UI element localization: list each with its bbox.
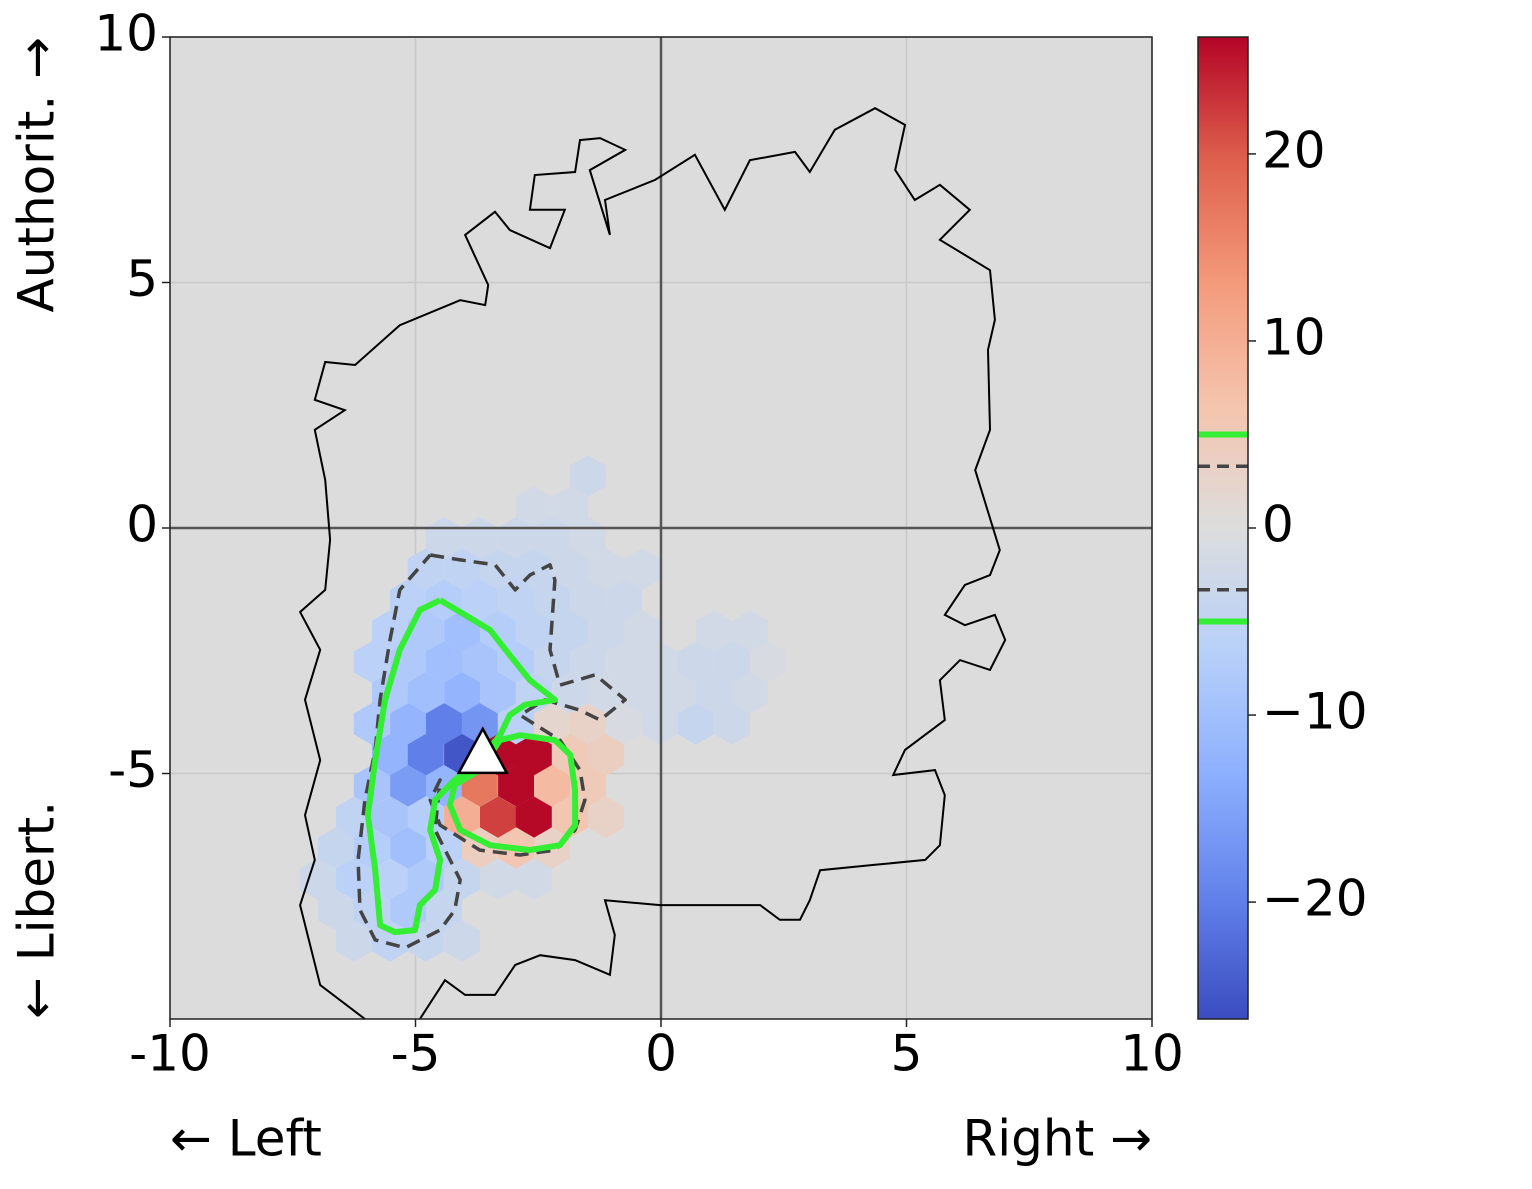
x-label-right: Right → (963, 1110, 1152, 1168)
hexbin-cell (372, 734, 408, 776)
hexbin-cell (660, 672, 697, 714)
hexbin-cell (353, 641, 390, 683)
x-tick-label: -5 (391, 1025, 441, 1083)
hexbin-cell (461, 703, 498, 745)
hexbin-cell (569, 641, 606, 683)
hexbin-cell (731, 610, 768, 652)
colorbar-tick-label: −20 (1262, 870, 1368, 928)
hexbin-cell (569, 703, 606, 745)
hexbin-cell (390, 827, 427, 869)
hexbin-cell (677, 641, 714, 683)
y-tick-label: 10 (94, 5, 158, 63)
hexbin-cell (498, 579, 535, 621)
colorbar (1198, 37, 1248, 1019)
hexbin-cell (588, 672, 624, 714)
hexbin-cell (515, 734, 552, 776)
hexbin-cell (623, 610, 660, 652)
hexbin-cell (480, 672, 516, 714)
hexbin-cell (390, 703, 427, 745)
hexbin-cell (569, 765, 606, 807)
hexbin-cell (390, 765, 427, 807)
colorbar-tick-label: −10 (1262, 683, 1368, 741)
hexbin-cell (426, 641, 462, 683)
hexbin-cell (480, 610, 516, 652)
x-tick-label: 5 (891, 1025, 923, 1083)
hexbin-cell (461, 641, 498, 683)
y-tick-label: 5 (126, 250, 158, 308)
hexbin-cell (588, 796, 624, 838)
hexbin-cell (299, 858, 336, 900)
hexbin-cell (731, 672, 768, 714)
hexbin-cell (317, 827, 354, 869)
colorbar-tick-label: 10 (1262, 308, 1326, 366)
hexbin-cell (407, 734, 444, 776)
hexbin-cell (515, 610, 552, 652)
hexbin-cell (552, 610, 589, 652)
hexbin-cell (336, 858, 373, 900)
y-label-top: Authorit. → (8, 37, 66, 313)
hexbin-cell (534, 765, 570, 807)
marker (456, 726, 509, 775)
x-tick-label: 0 (645, 1025, 677, 1083)
hexbin-cell (552, 486, 589, 528)
hexbin-cell (444, 672, 481, 714)
hexbin-cell (569, 455, 606, 497)
hexbin-cell (336, 920, 373, 962)
hexbin-cell (552, 672, 589, 714)
hexbin-cell (515, 796, 552, 838)
hexbin-cell (696, 672, 732, 714)
hexbin-cell (588, 548, 624, 590)
colorbar-tick-label: 20 (1262, 121, 1326, 179)
hexbin-cell (407, 548, 444, 590)
hexbin-cell (317, 889, 354, 931)
hexbin-cell (426, 703, 462, 745)
hexbin-cell (552, 796, 589, 838)
hexbin-cell (588, 734, 624, 776)
hexbin-cell (677, 703, 714, 745)
y-label-bottom: ← Libert. (8, 801, 66, 1019)
hexbin-cell (407, 672, 444, 714)
hexbin-cell (480, 858, 516, 900)
hexbin-cell (569, 579, 606, 621)
plot-layer (170, 37, 1152, 1019)
hexbin-cell (606, 579, 643, 621)
hexbin-cell (480, 796, 516, 838)
hexbin-cell (426, 889, 462, 931)
hexbin-cell (750, 641, 787, 683)
y-tick-label: 0 (126, 496, 158, 554)
hexbin-cell (623, 548, 660, 590)
hexbin-cell (534, 641, 570, 683)
hexbin-cell (714, 703, 751, 745)
hexbin-cell (461, 579, 498, 621)
colorbar-tick-label: 0 (1262, 496, 1294, 554)
contour (446, 732, 579, 854)
hexbin-cell (623, 672, 660, 714)
hexbin-cell (515, 486, 552, 528)
hexbin-cell (588, 610, 624, 652)
outline (298, 107, 1007, 1019)
contour (364, 597, 558, 936)
hexbin-cell (515, 858, 552, 900)
hexbin-cell (444, 858, 481, 900)
hexbin-cell (444, 920, 481, 962)
hexbin-cell (696, 610, 732, 652)
hexbin-cell (552, 548, 589, 590)
x-tick-label: -10 (129, 1025, 211, 1083)
hexbin-cell (606, 641, 643, 683)
hexbin-cell (372, 796, 408, 838)
hexbin-cell (534, 703, 570, 745)
hexbin-cell (606, 703, 643, 745)
hexbin-cell (498, 765, 535, 807)
hexbin-cell (372, 858, 408, 900)
hexbin-cell (714, 641, 751, 683)
y-tick-label: -5 (108, 741, 158, 799)
x-label-left: ← Left (170, 1110, 322, 1168)
contour (356, 553, 627, 950)
x-tick-label: 10 (1120, 1025, 1184, 1083)
